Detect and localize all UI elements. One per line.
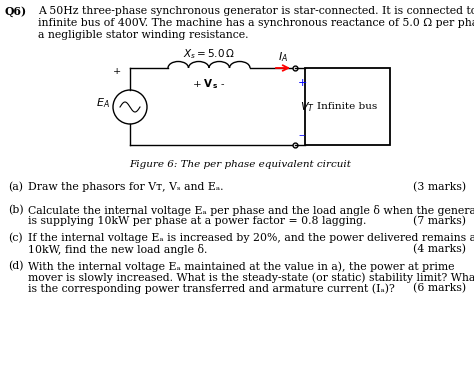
- Text: (7 marks): (7 marks): [413, 216, 466, 226]
- Text: (6 marks): (6 marks): [413, 283, 466, 293]
- Text: 10kW, find the new load angle δ.: 10kW, find the new load angle δ.: [28, 244, 207, 255]
- Text: A 50Hz three-phase synchronous generator is star-connected. It is connected to a: A 50Hz three-phase synchronous generator…: [38, 6, 474, 16]
- Text: infinite bus of 400V. The machine has a synchronous reactance of 5.0 Ω per phase: infinite bus of 400V. The machine has a …: [38, 18, 474, 28]
- Text: (3 marks): (3 marks): [413, 182, 466, 192]
- Text: (c): (c): [8, 233, 23, 243]
- Text: (b): (b): [8, 205, 24, 215]
- Text: is supplying 10kW per phase at a power factor = 0.8 lagging.: is supplying 10kW per phase at a power f…: [28, 216, 366, 226]
- Text: Figure 6: The per phase equivalent circuit: Figure 6: The per phase equivalent circu…: [129, 160, 351, 169]
- Text: If the internal voltage Eₐ is increased by 20%, and the power delivered remains : If the internal voltage Eₐ is increased …: [28, 233, 474, 243]
- Text: Q6): Q6): [5, 6, 27, 17]
- Text: Infinite bus: Infinite bus: [318, 102, 378, 111]
- Bar: [305, 68, 390, 145]
- Text: Calculate the internal voltage Eₐ per phase and the load angle δ when the genera: Calculate the internal voltage Eₐ per ph…: [28, 205, 474, 216]
- Text: –: –: [298, 130, 304, 142]
- Text: + $\mathbf{V_s}$ -: + $\mathbf{V_s}$ -: [192, 77, 226, 91]
- Text: $V_T$: $V_T$: [300, 100, 315, 114]
- Text: $X_s = 5.0\,\Omega$: $X_s = 5.0\,\Omega$: [183, 47, 235, 61]
- Text: +: +: [298, 78, 307, 88]
- Text: is the corresponding power transferred and armature current (Iₐ)?: is the corresponding power transferred a…: [28, 283, 395, 293]
- Text: (a): (a): [8, 182, 23, 192]
- Text: $E_A$: $E_A$: [96, 96, 110, 110]
- Text: (d): (d): [8, 261, 24, 271]
- Text: With the internal voltage Eₐ maintained at the value in a), the power at prime: With the internal voltage Eₐ maintained …: [28, 261, 455, 272]
- Text: +: +: [113, 67, 121, 77]
- Text: mover is slowly increased. What is the steady-state (or static) stability limit?: mover is slowly increased. What is the s…: [28, 272, 474, 283]
- Text: $I_A$: $I_A$: [278, 50, 288, 64]
- Text: a negligible stator winding resistance.: a negligible stator winding resistance.: [38, 30, 248, 40]
- Text: (4 marks): (4 marks): [413, 244, 466, 254]
- Text: Draw the phasors for Vᴛ, Vₛ and Eₐ.: Draw the phasors for Vᴛ, Vₛ and Eₐ.: [28, 182, 224, 192]
